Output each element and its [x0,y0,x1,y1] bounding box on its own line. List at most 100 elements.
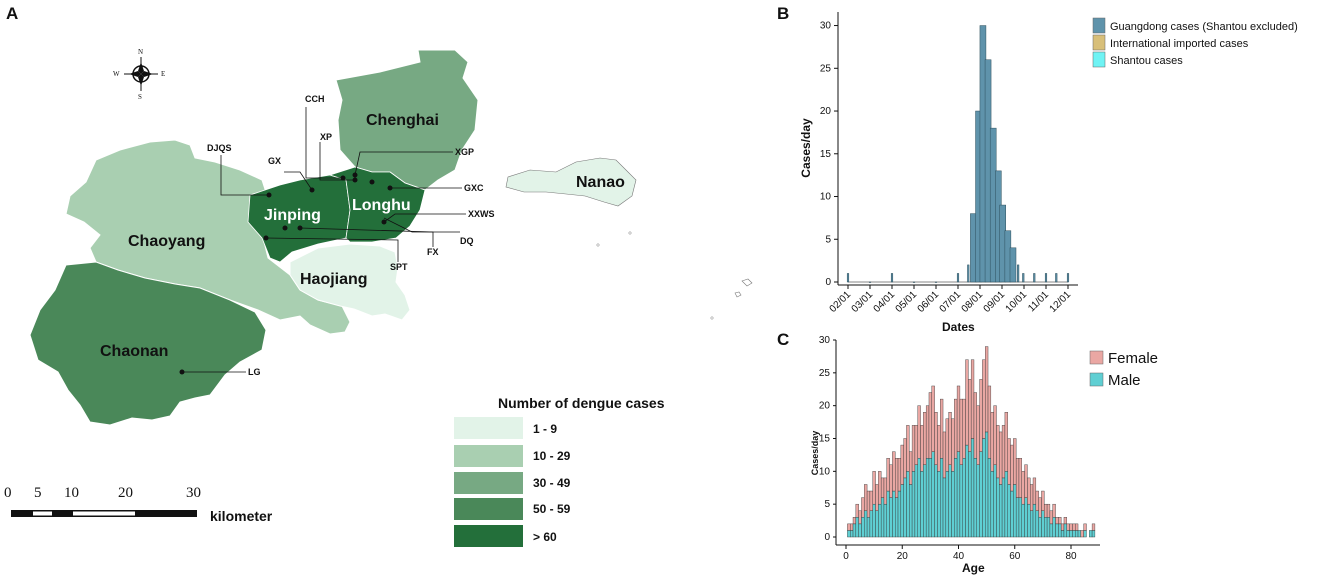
chart-c-bar-male [945,471,949,538]
chart-c-bar-male [878,503,882,538]
compass-north-label: N [138,48,143,56]
chart-c-bar-female [852,517,857,525]
chart-c-bar-female [1013,438,1017,485]
chart-c-bar-female [968,379,972,452]
chart-c-bar-female [1049,510,1053,525]
compass-east-label: E [161,70,165,78]
chart-c-ytick-label: 0 [824,532,830,543]
chart-c-bar-female [880,477,885,498]
chart-c-bar-male [1021,503,1025,538]
chart-c-bar-male [866,517,871,538]
chart-c-bar-male [1030,510,1034,538]
chart-c-bar-male [993,464,997,538]
chart-c-bar-male [976,464,980,538]
legend-swatch-2 [454,472,523,494]
chart-c-bar-male [864,510,868,538]
chart-b-ytick-label: 10 [820,192,832,203]
chart-c-bar-female [1058,517,1062,525]
chart-b-bar [890,273,894,283]
chart-c-bar-female [1041,490,1045,511]
map-legend: Number of dengue cases 1 - 9 10 - 29 30 … [454,395,665,547]
site-dot-djqs [266,192,272,198]
chart-c-bar-male [900,484,904,538]
islet [734,291,742,298]
chart-c-bar-male [940,458,944,538]
site-label-djqs: DJQS [207,143,232,153]
chart-c-bar-female [962,398,966,459]
chart-c-bar-male [847,530,851,538]
site-dot-lg [179,369,185,375]
chart-c-bar-female [1007,438,1011,485]
chart-c-bar-female [954,398,958,459]
chart-c-bar-male [886,490,890,538]
chart-b: 0 5 10 15 20 25 30 02/0103/0104/0105/0106/0107/… [820,12,1078,315]
panel-letter-c: C [777,330,789,349]
chart-b-ytick-label: 15 [820,149,832,160]
chart-c-bar-female [875,484,879,511]
site-dot-fx [297,225,303,231]
chart-c-bar-male [942,477,947,538]
chart-c-bar-male [985,431,989,538]
legend-swatch-4 [454,525,523,547]
region-chaoyang[interactable] [65,139,351,335]
chart-c-bar-female [1001,425,1006,479]
site-label-spt: SPT [390,262,408,272]
chart-c-bar-male [906,471,910,538]
chart-c-bar-male [1046,517,1051,538]
legend-label-0: 1 - 9 [533,422,557,436]
legend-b-swatch-0 [1092,17,1106,34]
chart-c-bar-male [920,471,924,538]
chart-c-ytick-label: 20 [819,401,831,412]
chart-c-bar-female [900,444,904,485]
region-nanao[interactable] [505,157,637,207]
chart-c-bar-male [1024,497,1028,538]
chart-c-bar-female [1066,523,1070,531]
chart-c-xtick-label: 0 [843,551,849,562]
chart-c-bar-female [886,458,890,492]
chart-c-bar-male [931,451,935,538]
chart-c-bar-male [951,471,955,538]
legend-c-label-1: Male [1108,372,1141,389]
region-chaonan[interactable] [29,261,267,426]
chart-c-xtick-label: 60 [1009,551,1021,562]
chart-b-bar [1055,273,1058,283]
chart-c-bar-male [1066,530,1070,538]
chart-c-bar-male [948,464,952,538]
region-haojiang[interactable] [289,243,411,321]
region-chenghai[interactable] [335,49,479,191]
scale-unit: kilometer [210,508,273,524]
chart-c-bar-female [1032,477,1037,505]
chart-c-bar-female [928,392,932,459]
chart-c-bar-male [850,530,854,538]
legend-b-swatch-1 [1092,34,1106,51]
chart-c-bar-male [889,497,893,538]
chart-c-bar-female [895,458,899,498]
chart-c-bar-female [1035,490,1039,511]
chart-c-bar-female [999,431,1003,485]
region-longhu[interactable] [328,166,426,243]
chart-b-bar [956,273,960,283]
legend-b-label-2: Shantou cases [1110,55,1183,67]
chart-c-ytick-label: 5 [824,499,830,510]
chart-c-bar-male [1060,530,1065,538]
chart-c-bar-female [1069,523,1073,531]
chart-c-bar-male [872,503,876,538]
chart-c-bar-male [1038,517,1042,538]
legend-swatch-1 [454,445,523,467]
chart-c-bar-female [1024,464,1028,498]
chart-c-bar-male [858,523,862,538]
legend-label-1: 10 - 29 [533,449,571,463]
chart-c-bar-male [1049,523,1053,538]
chart-c-bar-female [858,510,862,525]
chart-c-bar-female [1021,471,1025,505]
chart-c-bar-female [872,471,876,505]
chart-c-bar-male [937,471,941,538]
chart-c-xlabel: Age [962,561,985,575]
chart-c-xtick-label: 20 [897,551,909,562]
chart-b-xtick-label: 05/01 [894,289,920,315]
region-label-nanao: Nanao [576,174,625,191]
chart-c-bar-female [996,425,1000,479]
region-label-haojiang: Haojiang [300,271,368,288]
legend-title: Number of dengue cases [498,395,665,411]
